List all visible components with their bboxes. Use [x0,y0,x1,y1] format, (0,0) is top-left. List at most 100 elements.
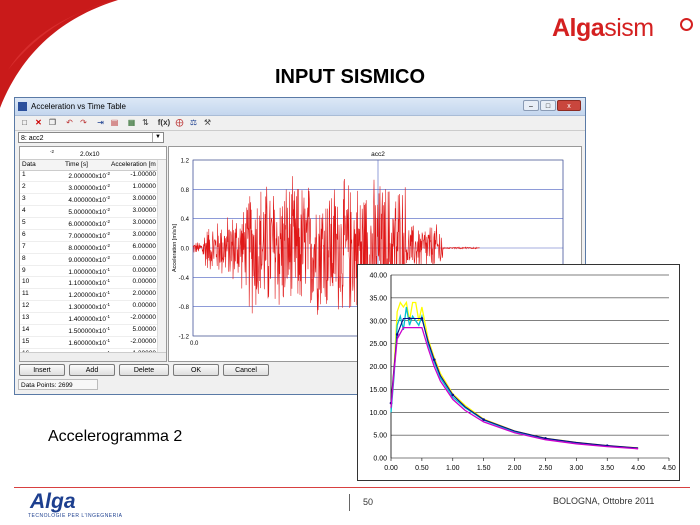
time-cell[interactable]: 9.000000x10-2 [68,254,110,264]
cell-editor[interactable]: 2.0x10 -2 [20,147,166,160]
new-icon[interactable]: □ [22,118,27,127]
spectrum-point [451,393,455,397]
column-header-acceleration[interactable]: Acceleration [m [111,161,156,168]
table-row[interactable]: 11 1.200000x10-1 2.00000 [20,289,166,302]
x-tick-label: 1.00 [446,465,460,472]
calculate-icon[interactable]: ▦ [127,118,136,127]
acceleration-cell[interactable]: 6.00000 [132,242,157,250]
redo-icon[interactable]: ↷ [80,118,87,127]
spectrum-series-line [390,300,639,449]
scale-icon[interactable]: ⨁ [175,118,184,127]
y-tick-label: 0.8 [181,188,190,194]
maximize-button[interactable]: □ [540,100,556,111]
insert-button[interactable]: Insert [19,364,65,376]
plot-title: acc2 [371,151,385,158]
y-tick-label: 15.00 [369,387,387,394]
time-cell[interactable]: 8.000000x10-2 [68,242,110,252]
time-cell[interactable]: 1.400000x10-1 [68,314,110,324]
grid-horizontal-scrollbar[interactable] [20,352,166,361]
tool-icon[interactable]: ⚒ [203,118,212,127]
time-cell[interactable]: 1.200000x10-1 [68,290,110,300]
table-row[interactable]: 1 2.000000x10-2 -1.00000 [20,170,166,182]
table-row[interactable]: 3 4.000000x10-2 3.00000 [20,194,166,206]
chevron-down-icon[interactable]: ▼ [152,133,163,142]
y-axis-label: Acceleration [m/s/s] [172,224,178,272]
column-header-data[interactable]: Data [22,161,36,168]
acceleration-cell[interactable]: 0.00000 [132,278,157,286]
ok-button[interactable]: OK [173,364,219,376]
y-tick-label: -1.2 [179,335,190,341]
acceleration-cell[interactable]: 2.00000 [132,290,157,298]
acceleration-cell[interactable]: 3.00000 [132,218,157,226]
y-tick-label: 20.00 [369,364,387,371]
time-cell[interactable]: 2.000000x10-2 [68,171,110,181]
x-tick-label: 0.00 [384,465,398,472]
time-cell[interactable]: 4.000000x10-2 [68,194,110,205]
acceleration-cell[interactable]: 1.00000 [132,182,157,190]
footer-date: BOLOGNA, Ottobre 2011 [553,496,655,506]
acceleration-cell[interactable]: 3.00000 [132,230,157,238]
spectrum-point [408,317,411,320]
time-cell[interactable]: 1.600000x10-1 [68,338,110,348]
table-row[interactable]: 5 6.000000x10-2 3.00000 [20,218,166,230]
function-icon[interactable]: f(x) [157,118,171,127]
acceleration-cell[interactable]: 0.00000 [132,254,157,262]
row-index: 1 [22,171,26,178]
add-button[interactable]: Add [69,364,115,376]
filter-icon[interactable]: ⚖ [189,118,198,127]
acceleration-cell[interactable]: 5.00000 [132,326,157,334]
time-cell[interactable]: 7.000000x10-2 [68,230,110,240]
table-row[interactable]: 10 1.100000x10-1 0.00000 [20,277,166,290]
logo-circle-icon [680,18,693,31]
table-row[interactable]: 14 1.500000x10-1 5.00000 [20,325,166,338]
cell-editor-value: 2.0x10 [80,151,100,158]
copy-icon[interactable]: ❐ [48,118,57,127]
column-header-time[interactable]: Time [s] [65,161,88,168]
table-row[interactable]: 9 1.000000x10-1 0.00000 [20,266,166,278]
acceleration-cell[interactable]: 3.00000 [132,194,157,202]
record-selector[interactable]: 8: acc2 ▼ [18,132,164,143]
table-row[interactable]: 7 8.000000x10-2 6.00000 [20,242,166,254]
time-cell[interactable]: 6.000000x10-2 [68,218,110,228]
table-row[interactable]: 8 9.000000x10-2 0.00000 [20,254,166,266]
table-row[interactable]: 13 1.400000x10-1 -2.00000 [20,313,166,326]
delete-button[interactable]: Delete [119,364,169,376]
time-cell[interactable]: 1.500000x10-1 [68,326,110,336]
row-index: 7 [22,242,26,250]
acceleration-cell[interactable]: 0.00000 [132,266,157,274]
time-cell[interactable]: 1.000000x10-1 [68,266,110,276]
table-row[interactable]: 12 1.300000x10-1 0.00000 [20,301,166,314]
table-row[interactable]: 6 7.000000x10-2 3.00000 [20,230,166,242]
y-tick-label: -0.4 [179,276,190,282]
table-row[interactable]: 2 3.000000x10-2 1.00000 [20,182,166,194]
app-icon [18,102,27,111]
grid-vertical-scrollbar[interactable] [157,160,166,352]
data-grid: 2.0x10 -2 Data Time [s] Acceleration [m 1… [19,146,167,362]
minimize-button[interactable]: – [523,100,539,111]
acceleration-cell[interactable]: -2.00000 [130,338,156,346]
window-titlebar[interactable]: Acceleration vs Time Table – □ x [15,98,585,116]
import-icon[interactable]: ⇥ [97,118,104,127]
close-button[interactable]: x [557,100,581,111]
row-index: 13 [22,314,30,322]
acceleration-cell[interactable]: 0.00000 [132,302,157,310]
delete-icon[interactable]: ✕ [35,118,42,127]
acceleration-cell[interactable]: -2.00000 [130,314,156,322]
sort-icon[interactable]: ⇅ [142,118,149,127]
time-cell[interactable]: 3.000000x10-2 [68,182,110,193]
y-tick-label: 1.2 [181,159,190,165]
time-cell[interactable]: 1.100000x10-1 [68,278,110,288]
response-spectrum-chart: 40.00 35.00 30.00 25.00 20.00 15.00 10.00 5.00 0… [357,264,680,481]
export-icon[interactable]: ▤ [110,118,119,127]
table-row[interactable]: 171.800000x10-1-2.60000 [20,361,166,362]
undo-icon[interactable]: ↶ [66,118,73,127]
acceleration-cell[interactable]: -1.00000 [130,171,156,178]
acceleration-table-window: Acceleration vs Time Table – □ x □ ✕ ❐ ↶… [14,97,586,395]
time-cell[interactable]: 1.300000x10-1 [68,302,110,312]
cancel-button[interactable]: Cancel [223,364,269,376]
time-cell[interactable]: 5.000000x10-2 [68,206,110,216]
table-row[interactable]: 15 1.600000x10-1 -2.00000 [20,337,166,350]
table-row[interactable]: 4 5.000000x10-2 3.00000 [20,206,166,218]
acceleration-cell[interactable]: 3.00000 [132,206,157,214]
y-tick-label: 30.00 [369,318,387,325]
